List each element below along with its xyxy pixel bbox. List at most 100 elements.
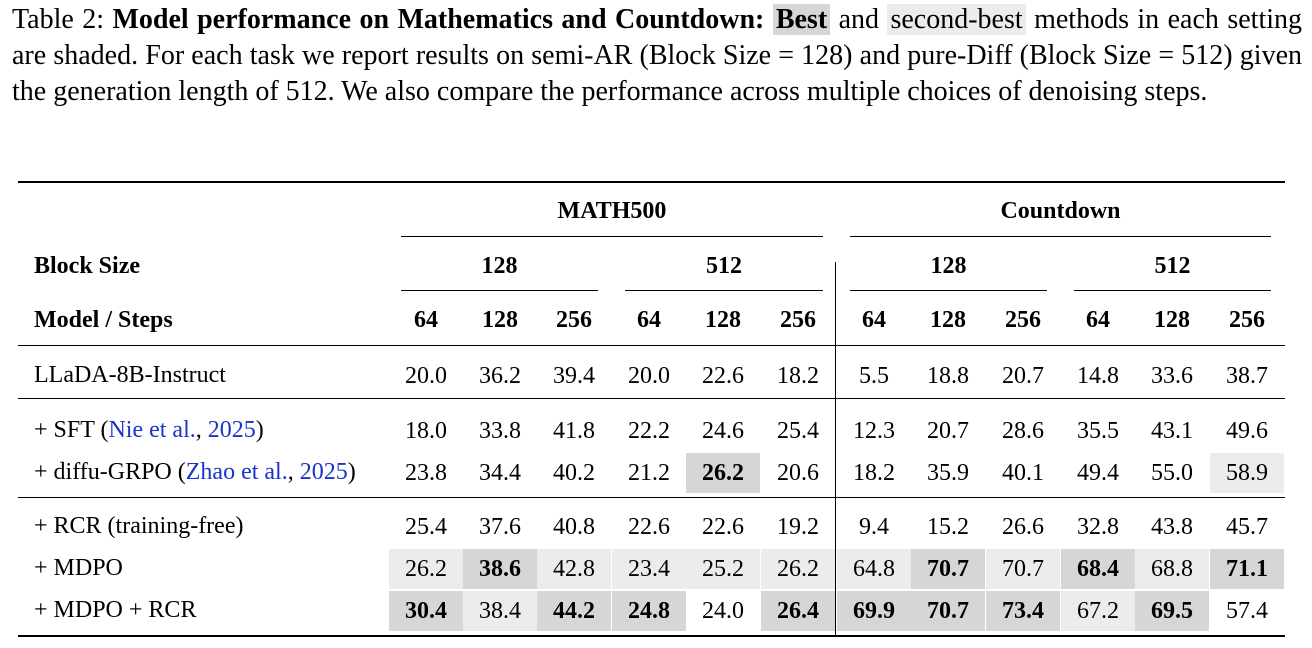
- row-label: LLaDA-8B-Instruct: [34, 355, 394, 395]
- table-cell: 14.8: [1077, 363, 1119, 389]
- table-cell: 39.4: [553, 363, 595, 389]
- caption-second-swatch: second-best: [887, 4, 1026, 35]
- steps-header-7: 128: [930, 307, 966, 333]
- table-cell: 34.4: [479, 460, 521, 486]
- caption-best-swatch: Best: [772, 4, 831, 35]
- row-label: + RCR (training-free): [34, 506, 394, 546]
- table-cell: 22.6: [628, 514, 670, 540]
- table-cell: 18.8: [927, 363, 969, 389]
- caption-mid: and: [830, 4, 888, 35]
- cmid-math-128: [401, 290, 598, 291]
- row-label: + MDPO + RCR: [34, 590, 394, 630]
- table-cell: 18.2: [777, 363, 819, 389]
- block-size-3: 512: [1154, 253, 1191, 279]
- citation-link[interactable]: Nie et al.: [108, 417, 196, 443]
- block-size-1: 512: [706, 253, 742, 279]
- table-cell: 49.6: [1226, 418, 1268, 444]
- table-cell: 20.7: [1002, 363, 1044, 389]
- table-cell: 26.2: [389, 549, 463, 589]
- caption-title: Model performance on Mathematics and Cou…: [112, 4, 773, 35]
- table-cell: 35.9: [927, 460, 969, 486]
- cmid-math500: [401, 236, 823, 237]
- table-cell: 20.0: [628, 363, 670, 389]
- table-cell: 24.8: [612, 591, 686, 631]
- row-label-text: + MDPO: [34, 555, 123, 581]
- steps-header-2: 256: [556, 307, 592, 333]
- table-cell: 30.4: [389, 591, 463, 631]
- table-cell: 37.6: [479, 514, 521, 540]
- table-cell: 5.5: [859, 363, 889, 389]
- table-cell: 22.2: [628, 418, 670, 444]
- table-cell: 68.4: [1061, 549, 1135, 589]
- row-label-end: ): [255, 417, 264, 443]
- table-cell: 22.6: [702, 363, 744, 389]
- row-label: + diffu-GRPO (Zhao et al., 2025): [34, 452, 394, 492]
- table-cell: 70.7: [911, 549, 985, 589]
- citation-link[interactable]: Zhao et al.: [185, 459, 288, 485]
- citation-year-link[interactable]: 2025: [299, 459, 348, 485]
- row-label-text: + diffu-GRPO (: [34, 459, 186, 485]
- bottom-rule: [18, 635, 1285, 637]
- table-cell: 12.3: [853, 418, 895, 444]
- steps-header-10: 128: [1154, 307, 1190, 333]
- table-cell: 49.4: [1077, 460, 1119, 486]
- table-cell: 26.2: [761, 549, 835, 589]
- table-cell: 69.9: [837, 591, 911, 631]
- steps-header-11: 256: [1229, 307, 1265, 333]
- steps-header-8: 256: [1005, 307, 1041, 333]
- table-cell: 64.8: [837, 549, 911, 589]
- table-cell: 25.4: [777, 418, 819, 444]
- steps-header-3: 64: [637, 307, 661, 333]
- top-rule: [18, 181, 1285, 183]
- row-label-end: ): [347, 459, 356, 485]
- row-label-text: LLaDA-8B-Instruct: [34, 362, 226, 388]
- citation-year-link[interactable]: 2025: [207, 417, 256, 443]
- table-cell: 19.2: [777, 514, 819, 540]
- vertical-divider: [835, 262, 836, 636]
- table-cell: 38.7: [1226, 363, 1268, 389]
- steps-header-6: 64: [862, 307, 886, 333]
- table-cell: 43.1: [1151, 418, 1193, 444]
- table-cell: 26.2: [686, 453, 760, 493]
- table-cell: 69.5: [1135, 591, 1209, 631]
- table-cell: 18.2: [853, 460, 895, 486]
- steps-header-5: 256: [780, 307, 816, 333]
- table-cell: 40.8: [553, 514, 595, 540]
- table-cell: 57.4: [1226, 598, 1268, 624]
- table-cell: 33.8: [479, 418, 521, 444]
- row-label: + MDPO: [34, 548, 394, 588]
- table-cell: 9.4: [859, 514, 889, 540]
- table-cell: 58.9: [1210, 453, 1284, 493]
- table-cell: 41.8: [553, 418, 595, 444]
- row-label-text: + RCR (training-free): [34, 513, 244, 539]
- steps-header-9: 64: [1086, 307, 1110, 333]
- table-cell: 28.6: [1002, 418, 1044, 444]
- table-cell: 67.2: [1061, 591, 1135, 631]
- table-cell: 25.4: [405, 514, 447, 540]
- table-cell: 35.5: [1077, 418, 1119, 444]
- header-rule: [18, 345, 1285, 346]
- table-cell: 70.7: [911, 591, 985, 631]
- group2-rule: [18, 497, 1285, 498]
- table-cell: 71.1: [1210, 549, 1284, 589]
- block-size-0: 128: [481, 253, 518, 279]
- row-label-text: + MDPO + RCR: [34, 597, 197, 623]
- table-cell: 40.1: [1002, 460, 1044, 486]
- caption-rest: methods in each setting are shaded. For …: [12, 4, 1302, 107]
- table-cell: 18.0: [405, 418, 447, 444]
- table-cell: 24.6: [702, 418, 744, 444]
- table-cell: 44.2: [537, 591, 611, 631]
- cmid-math-512: [625, 290, 823, 291]
- table-cell: 20.0: [405, 363, 447, 389]
- row-label-text: + SFT (: [34, 417, 109, 443]
- table-cell: 32.8: [1077, 514, 1119, 540]
- group1-rule: [18, 398, 1285, 399]
- cmid-cd-128: [850, 290, 1047, 291]
- table-cell: 42.8: [537, 549, 611, 589]
- citation-separator: ,: [195, 417, 208, 443]
- model-steps-label: Model / Steps: [34, 307, 173, 333]
- table-cell: 26.6: [1002, 514, 1044, 540]
- task-header-math500: MATH500: [557, 198, 667, 224]
- block-size-label: Block Size: [34, 253, 140, 279]
- table-cell: 15.2: [927, 514, 969, 540]
